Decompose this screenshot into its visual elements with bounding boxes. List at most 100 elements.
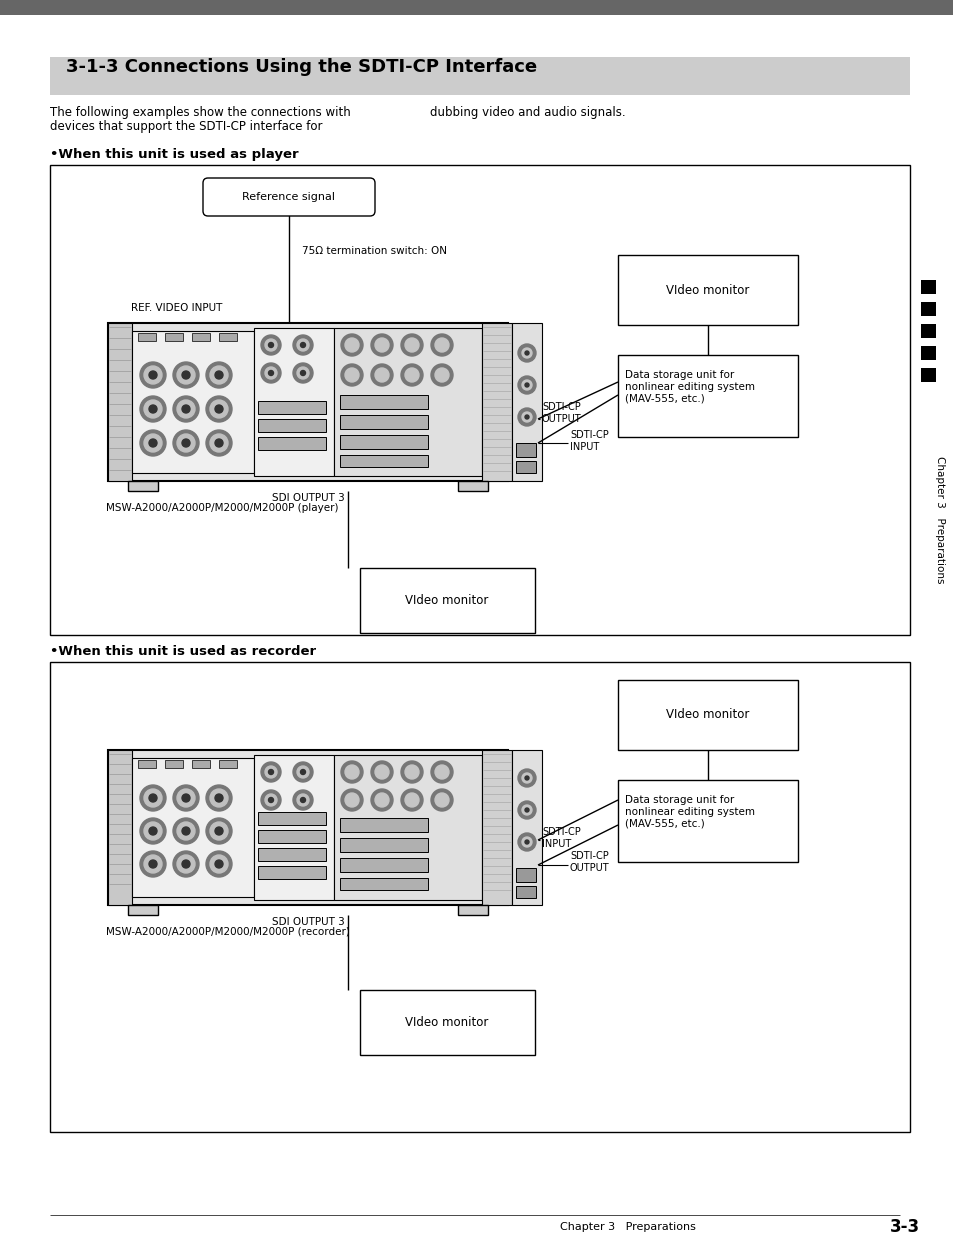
Text: Chapter 3   Preparations: Chapter 3 Preparations xyxy=(559,1222,695,1232)
Circle shape xyxy=(210,855,228,873)
Circle shape xyxy=(371,364,393,386)
Text: SDTI-CP
INPUT: SDTI-CP INPUT xyxy=(569,430,608,452)
Circle shape xyxy=(340,333,363,356)
Bar xyxy=(108,323,132,481)
Circle shape xyxy=(296,794,309,806)
Bar xyxy=(618,255,797,325)
Circle shape xyxy=(405,368,418,382)
Text: SDTI-CP
INPUT: SDTI-CP INPUT xyxy=(541,827,580,848)
Circle shape xyxy=(517,408,536,425)
Circle shape xyxy=(371,333,393,356)
Circle shape xyxy=(149,794,157,802)
Circle shape xyxy=(293,335,313,355)
Bar xyxy=(457,904,488,916)
Bar xyxy=(339,415,428,429)
Bar xyxy=(165,333,183,341)
Circle shape xyxy=(371,761,393,782)
Circle shape xyxy=(435,368,449,382)
Bar xyxy=(920,346,935,360)
Circle shape xyxy=(524,840,529,843)
Circle shape xyxy=(206,430,232,457)
Circle shape xyxy=(400,789,422,811)
Bar xyxy=(618,780,797,862)
Circle shape xyxy=(375,765,389,779)
Bar xyxy=(132,758,253,897)
Circle shape xyxy=(172,430,199,457)
Bar xyxy=(0,0,953,15)
Bar xyxy=(516,886,536,898)
Circle shape xyxy=(524,809,529,812)
Bar xyxy=(50,662,909,1132)
Circle shape xyxy=(140,819,166,843)
Circle shape xyxy=(300,797,305,802)
Circle shape xyxy=(149,439,157,447)
Circle shape xyxy=(400,333,422,356)
Circle shape xyxy=(214,827,223,835)
Bar xyxy=(219,760,236,768)
Circle shape xyxy=(293,790,313,810)
Bar xyxy=(920,280,935,294)
Circle shape xyxy=(405,338,418,352)
Circle shape xyxy=(261,763,281,782)
Circle shape xyxy=(524,351,529,355)
Circle shape xyxy=(296,766,309,778)
Bar xyxy=(359,569,535,633)
Circle shape xyxy=(265,367,276,379)
Circle shape xyxy=(400,761,422,782)
Text: The following examples show the connections with: The following examples show the connecti… xyxy=(50,106,351,119)
Text: 3-3: 3-3 xyxy=(889,1218,919,1237)
Circle shape xyxy=(177,855,194,873)
Bar xyxy=(334,755,481,899)
Bar xyxy=(132,331,253,473)
Bar xyxy=(516,868,536,882)
Bar xyxy=(359,990,535,1055)
Bar xyxy=(165,760,183,768)
Bar xyxy=(920,302,935,316)
Circle shape xyxy=(431,364,453,386)
Circle shape xyxy=(268,797,274,802)
Bar xyxy=(339,396,428,409)
Circle shape xyxy=(431,761,453,782)
Circle shape xyxy=(268,770,274,775)
Bar xyxy=(618,680,797,750)
Circle shape xyxy=(172,819,199,843)
Circle shape xyxy=(521,773,532,782)
Circle shape xyxy=(435,765,449,779)
Circle shape xyxy=(214,794,223,802)
Bar xyxy=(50,165,909,634)
Circle shape xyxy=(300,342,305,347)
Bar xyxy=(339,455,428,466)
Circle shape xyxy=(405,792,418,807)
Circle shape xyxy=(144,401,162,418)
Circle shape xyxy=(521,412,532,422)
Text: MSW-A2000/A2000P/M2000/M2000P (recorder): MSW-A2000/A2000P/M2000/M2000P (recorder) xyxy=(106,927,350,937)
Circle shape xyxy=(149,827,157,835)
Circle shape xyxy=(261,363,281,383)
Bar xyxy=(253,755,334,899)
Circle shape xyxy=(431,333,453,356)
Circle shape xyxy=(265,340,276,351)
Circle shape xyxy=(206,362,232,388)
Text: VIdeo monitor: VIdeo monitor xyxy=(665,709,749,722)
Bar xyxy=(920,323,935,338)
Circle shape xyxy=(210,822,228,840)
Text: SDI OUTPUT 3: SDI OUTPUT 3 xyxy=(272,917,344,927)
Circle shape xyxy=(435,338,449,352)
Text: VIdeo monitor: VIdeo monitor xyxy=(405,593,488,607)
Bar xyxy=(108,323,507,481)
Bar xyxy=(253,328,334,476)
Text: VIdeo monitor: VIdeo monitor xyxy=(665,284,749,296)
FancyBboxPatch shape xyxy=(203,178,375,216)
Bar xyxy=(339,819,428,832)
Circle shape xyxy=(144,822,162,840)
Circle shape xyxy=(521,379,532,391)
Bar xyxy=(516,462,536,473)
Bar xyxy=(339,878,428,889)
Text: MSW-A2000/A2000P/M2000/M2000P (player): MSW-A2000/A2000P/M2000/M2000P (player) xyxy=(106,503,338,513)
Bar xyxy=(108,750,507,904)
Circle shape xyxy=(144,434,162,452)
Bar xyxy=(257,401,326,414)
Circle shape xyxy=(268,371,274,376)
Circle shape xyxy=(261,335,281,355)
Text: SDI OUTPUT 3: SDI OUTPUT 3 xyxy=(272,493,344,503)
